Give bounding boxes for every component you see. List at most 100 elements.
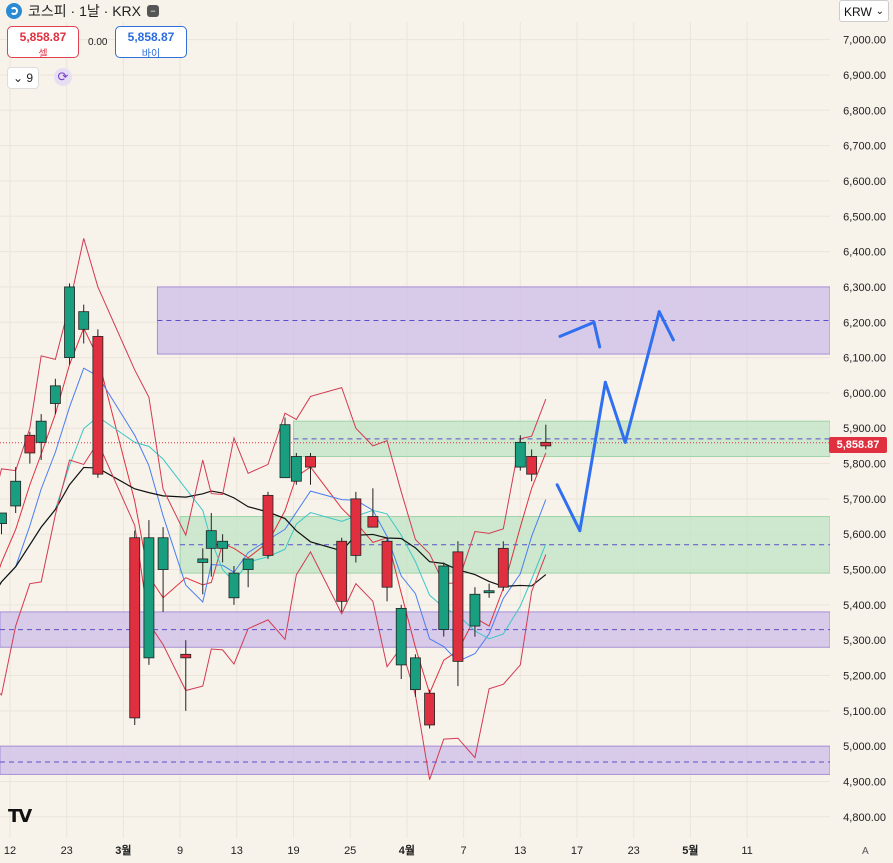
- projection-arrow: [623, 310, 661, 444]
- time-axis-label: 7: [461, 845, 467, 857]
- candle-body: [526, 456, 538, 475]
- candle-body: [24, 434, 36, 454]
- candle-body: [228, 572, 240, 599]
- candle-body: [540, 441, 552, 447]
- spread-value: 0.00: [88, 37, 108, 48]
- price-axis-label: 5,000.00: [843, 741, 886, 753]
- candle-body: [424, 692, 435, 726]
- price-axis-label: 6,400.00: [843, 247, 886, 259]
- zone-purple: [0, 745, 831, 775]
- indicators-toggle[interactable]: ⌄ 9: [7, 67, 39, 89]
- chevron-down-icon: ⌄: [12, 71, 24, 85]
- candle-body: [367, 516, 379, 528]
- time-axis-label: 17: [571, 845, 583, 857]
- candle-body: [469, 593, 481, 627]
- projection-arrow: [592, 320, 602, 349]
- candle-body: [350, 498, 362, 556]
- time-axis-label: 23: [628, 845, 640, 857]
- time-axis-label: 5월: [682, 843, 698, 857]
- currency-select[interactable]: KRW ⌄: [839, 0, 889, 22]
- candle-body: [290, 456, 302, 482]
- candle-body: [143, 537, 155, 659]
- candle-body: [305, 456, 316, 468]
- time-axis-label: 9: [177, 845, 183, 857]
- indicator-count: 9: [26, 71, 34, 85]
- price-axis-label: 6,900.00: [843, 70, 886, 82]
- candle-body: [452, 551, 464, 662]
- candle-body: [78, 311, 90, 330]
- candle-body: [242, 558, 254, 570]
- price-axis-label: 6,300.00: [843, 282, 886, 294]
- price-axis-label: 5,500.00: [843, 565, 886, 577]
- projection-arrow: [603, 380, 627, 444]
- price-axis-label: 6,100.00: [843, 353, 886, 365]
- candle-body: [10, 480, 22, 507]
- time-axis-label: 23: [61, 845, 73, 857]
- kospi-logo-icon: [6, 3, 22, 19]
- price-axis-label: 5,700.00: [843, 494, 886, 506]
- price-axis-label: 4,900.00: [843, 776, 886, 788]
- candle-body: [64, 286, 75, 358]
- refresh-icon[interactable]: ⟳: [54, 68, 72, 86]
- price-axis-label: 5,300.00: [843, 635, 886, 647]
- time-axis-label: 13: [231, 845, 243, 857]
- time-axis-label: 25: [344, 845, 356, 857]
- tradingview-logo: TV: [8, 806, 32, 827]
- price-axis-label: 6,000.00: [843, 388, 886, 400]
- candle-body: [279, 424, 291, 479]
- candle-body: [0, 512, 7, 525]
- candle-body: [395, 607, 407, 666]
- candle-body: [262, 494, 274, 556]
- price-axis-label: 7,000.00: [843, 35, 886, 47]
- candle-body: [49, 385, 61, 404]
- time-axis-label: 12: [4, 845, 16, 857]
- symbol-title: 코스피 · 1날 · KRX: [28, 3, 141, 19]
- price-axis-label: 6,700.00: [843, 141, 886, 153]
- zone-green: [293, 420, 831, 457]
- time-axis-label: 11: [741, 845, 752, 857]
- candle-body: [381, 540, 393, 588]
- price-axis-label: 6,200.00: [843, 317, 886, 329]
- candle-body: [483, 590, 495, 594]
- candle-body: [157, 537, 169, 570]
- price-axis-label: 5,800.00: [843, 459, 886, 471]
- currency-label: KRW: [844, 5, 872, 19]
- candle-body: [205, 530, 217, 549]
- price-axis-label: 5,900.00: [843, 423, 886, 435]
- price-axis-bg: [830, 0, 893, 863]
- collapse-icon[interactable]: −: [146, 5, 159, 17]
- projection-arrow: [558, 320, 596, 338]
- time-axis-label: 19: [287, 845, 299, 857]
- sell-button[interactable]: 5,858.87 셀: [7, 26, 79, 60]
- candle-body: [217, 540, 229, 549]
- price-axis-label: 6,500.00: [843, 211, 886, 223]
- buy-price: 5,858.87: [127, 30, 175, 44]
- price-axis-label: 5,200.00: [843, 671, 886, 683]
- time-axis-bg: [0, 838, 830, 863]
- projection-arrow: [657, 310, 675, 342]
- time-axis-label: 13: [514, 845, 526, 857]
- price-axis-label: 5,600.00: [843, 529, 886, 541]
- candle-body: [180, 653, 192, 659]
- candle-body: [497, 547, 509, 588]
- candle-body: [197, 558, 209, 563]
- auto-scale-button[interactable]: A: [862, 846, 869, 857]
- sell-label: 셀: [38, 49, 48, 60]
- projection-arrow: [555, 483, 582, 533]
- price-axis-label: 6,800.00: [843, 105, 886, 117]
- candle-body: [35, 420, 47, 443]
- symbol-header[interactable]: 코스피 · 1날 · KRX −: [6, 0, 159, 22]
- candle-body: [92, 335, 104, 475]
- candle-body: [514, 441, 526, 468]
- candle-body: [438, 565, 450, 630]
- buy-label: 바이: [141, 49, 161, 60]
- candle-body: [129, 537, 141, 719]
- candle-body: [336, 540, 348, 602]
- buy-button[interactable]: 5,858.87 바이: [115, 26, 187, 60]
- price-axis-label: 6,600.00: [843, 176, 886, 188]
- projection-arrow: [578, 380, 607, 533]
- candle-body: [410, 657, 421, 691]
- price-axis-label: 4,800.00: [843, 812, 886, 824]
